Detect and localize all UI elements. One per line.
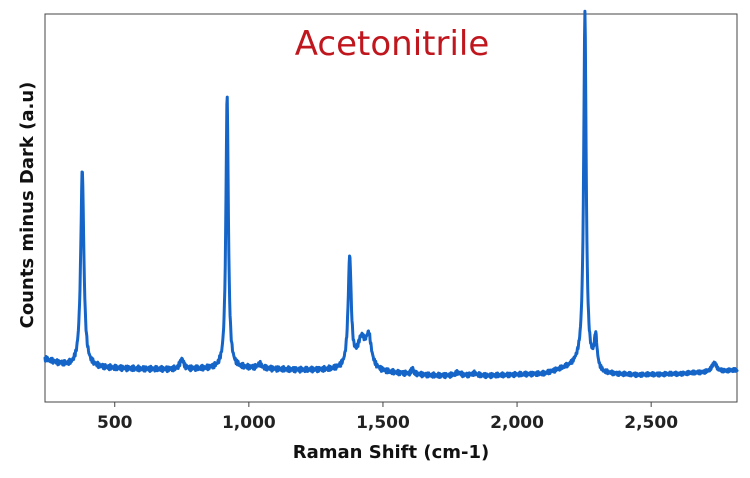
y-axis-title: Counts minus Dark (a.u) [17, 82, 38, 329]
x-tick-label: 1,500 [356, 413, 410, 433]
x-axis-ticks: 500 1,000 1,500 2,000 2,500 [97, 402, 678, 433]
x-tick-label: 500 [97, 413, 133, 433]
x-tick-label: 2,500 [624, 413, 678, 433]
plot-frame [44, 13, 738, 403]
x-axis-title: Raman Shift (cm-1) [293, 442, 490, 463]
x-tick-label: 2,000 [490, 413, 544, 433]
compound-annotation: Acetonitrile [295, 24, 490, 64]
spectrum-line [43, 9, 739, 380]
x-tick-label: 1,000 [222, 413, 276, 433]
